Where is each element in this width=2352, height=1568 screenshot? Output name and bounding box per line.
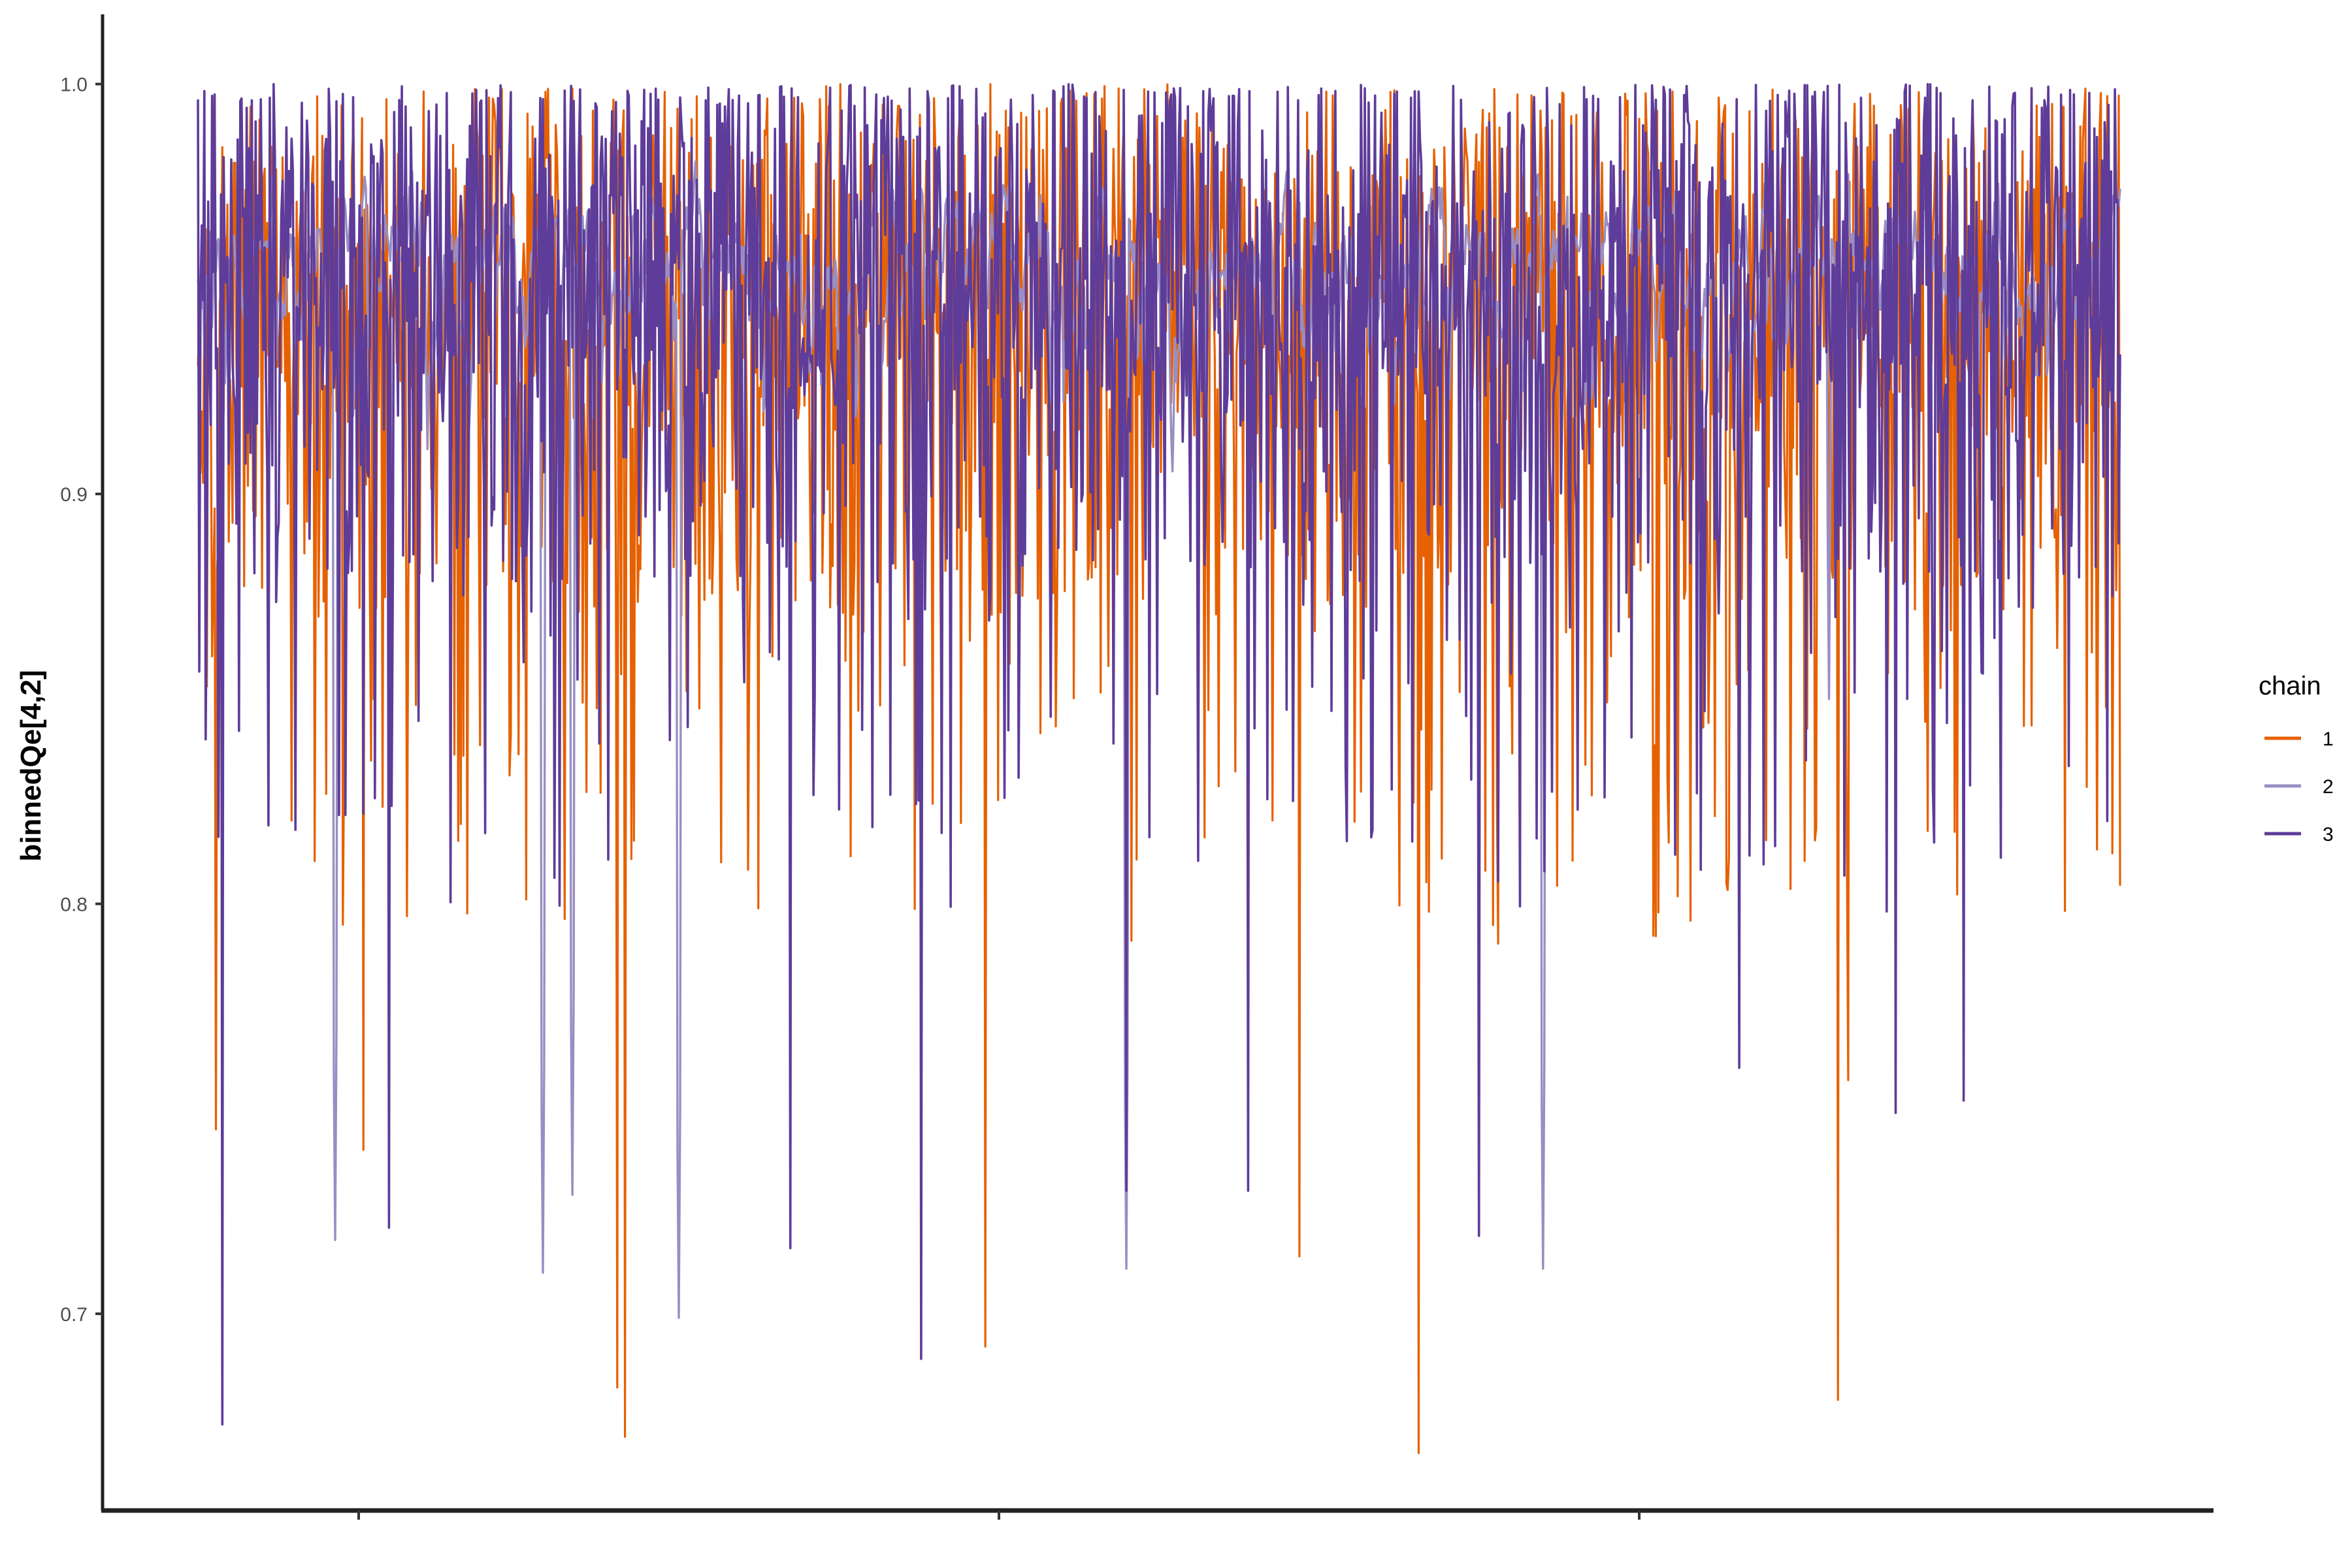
x-ticks-layer [357,1511,1641,1520]
legend: chain 1 2 3 [2259,672,2334,845]
legend-label-chain-3: 3 [2323,824,2334,845]
legend-label-chain-2: 2 [2323,776,2334,798]
y-tick-label: 0.8 [60,894,88,915]
series-line-chain-3 [197,83,2121,1426]
y-tick-label: 1.0 [60,74,88,96]
y-axis-title: binnedQe[4,2] [15,670,47,861]
legend-items: 1 2 3 [2264,728,2334,845]
y-ticks-layer: 0.7 0.8 0.9 1.0 [60,74,103,1326]
y-tick-label: 0.7 [60,1304,88,1326]
legend-title: chain [2259,672,2321,700]
y-tick-label: 0.9 [60,484,88,506]
legend-label-chain-1: 1 [2323,728,2334,750]
series-layer [197,83,2121,1454]
